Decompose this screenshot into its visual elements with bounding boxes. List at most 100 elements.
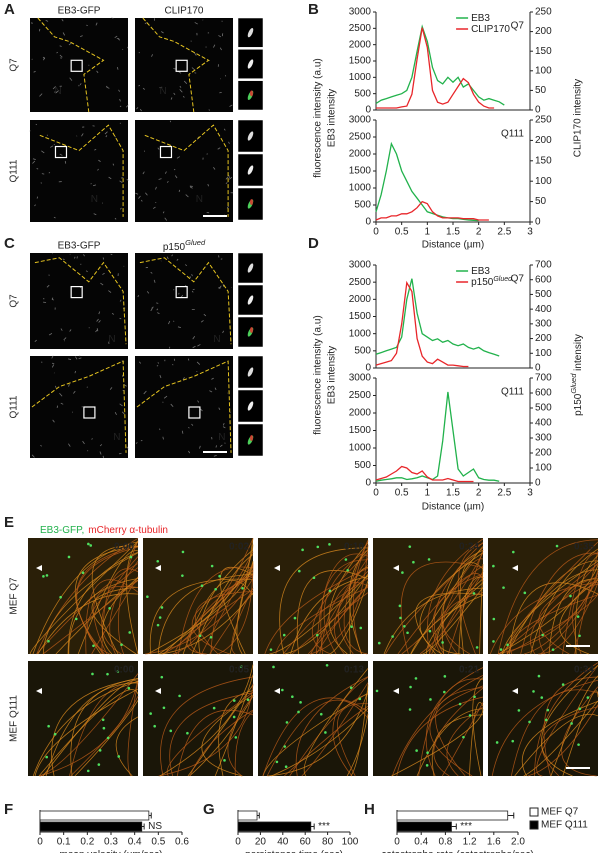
eb3-comet bbox=[210, 564, 214, 568]
microtubule-speck bbox=[96, 318, 99, 322]
y-tick-label: 500 bbox=[354, 200, 371, 211]
cell-outline bbox=[31, 360, 127, 453]
eb3-comet bbox=[544, 718, 548, 722]
microtubule bbox=[572, 583, 599, 655]
microtubule-speck bbox=[135, 442, 138, 444]
crop-signal-red bbox=[250, 435, 253, 441]
significance: *** bbox=[460, 821, 472, 832]
movie-frame bbox=[143, 661, 253, 776]
microtubule-speck bbox=[213, 454, 217, 457]
eb3-comet bbox=[92, 644, 95, 648]
microtubule-speck bbox=[187, 358, 190, 361]
microtubule bbox=[348, 549, 369, 655]
y2-tick-label: 0 bbox=[535, 217, 541, 228]
eb3-comet bbox=[517, 709, 521, 712]
microtubule bbox=[391, 709, 484, 777]
crop-signal bbox=[247, 59, 254, 69]
microtubule-speck bbox=[219, 47, 222, 51]
microtubule-speck bbox=[194, 52, 197, 56]
eb3-comet bbox=[316, 545, 320, 549]
eb3-comet bbox=[246, 698, 250, 702]
microtubule bbox=[42, 680, 139, 777]
microtubule-speck bbox=[119, 122, 121, 124]
micrograph bbox=[135, 356, 233, 458]
microtubule-speck bbox=[159, 86, 163, 89]
microtubule-speck bbox=[225, 182, 228, 184]
y-tick-label: 1500 bbox=[349, 56, 372, 67]
x-axis-title: catastrophe rate (catastrophe/sec) bbox=[381, 850, 533, 853]
micrograph bbox=[135, 120, 233, 222]
microtubule-speck bbox=[109, 387, 113, 390]
x-tick-label: 0.4 bbox=[414, 837, 428, 848]
microtubule-speck bbox=[191, 290, 194, 293]
legend-label: EB3 bbox=[471, 266, 490, 277]
microtubule-speck bbox=[116, 66, 119, 70]
eb3-comet bbox=[324, 731, 327, 734]
bar bbox=[237, 821, 312, 832]
eb3-comet bbox=[45, 755, 48, 759]
microtubule-speck bbox=[178, 189, 181, 192]
arrowhead bbox=[36, 688, 42, 694]
microtubule bbox=[279, 547, 369, 655]
microtubule-speck bbox=[34, 204, 36, 207]
eb3-comet bbox=[425, 764, 429, 767]
eb3-comet bbox=[218, 574, 221, 578]
microtubule bbox=[443, 592, 484, 655]
microtubule-speck bbox=[73, 390, 76, 394]
microtubule bbox=[39, 679, 139, 777]
microtubule-speck bbox=[200, 320, 204, 323]
nucleus-label: N bbox=[213, 334, 220, 345]
microtubule bbox=[527, 704, 599, 777]
microtubule-speck bbox=[191, 67, 195, 71]
x-tick-label: 100 bbox=[342, 837, 359, 848]
microtubule bbox=[115, 716, 139, 777]
eb3-comet bbox=[441, 641, 444, 644]
microtubule bbox=[534, 662, 599, 777]
microtubule-speck bbox=[182, 377, 185, 381]
significance: *** bbox=[318, 821, 330, 832]
eb3-comet bbox=[178, 694, 181, 698]
eb3-comet bbox=[106, 672, 109, 676]
crop-signal bbox=[247, 28, 254, 38]
bar bbox=[39, 810, 150, 821]
eb3-comet bbox=[391, 635, 394, 638]
microtubule bbox=[295, 676, 369, 777]
microtubule bbox=[491, 679, 599, 777]
eb3-comet bbox=[502, 586, 505, 589]
microtubule-speck bbox=[228, 141, 230, 144]
eb3-comet bbox=[472, 592, 476, 595]
data-line bbox=[375, 200, 489, 221]
microtubule bbox=[383, 587, 484, 655]
nucleus-label: N bbox=[108, 334, 115, 345]
eb3-comet bbox=[67, 555, 71, 559]
microtubule-speck bbox=[43, 57, 46, 61]
x-tick-label: 3 bbox=[527, 227, 533, 238]
eb3-comet bbox=[160, 675, 164, 679]
microtubule-speck bbox=[78, 357, 82, 359]
eb3-comet bbox=[181, 550, 185, 554]
eb3-comet bbox=[570, 722, 573, 725]
microtubule bbox=[189, 709, 254, 777]
x-axis-title: Distance (µm) bbox=[422, 240, 484, 251]
microtubule bbox=[419, 552, 484, 655]
nucleus-label: N bbox=[196, 194, 203, 205]
crop-signal bbox=[247, 165, 254, 175]
eb3-comet bbox=[551, 648, 555, 651]
microtubule bbox=[109, 560, 139, 655]
x-tick-label: 3 bbox=[527, 488, 533, 499]
eb3-comet bbox=[293, 616, 297, 620]
microtubule bbox=[201, 694, 254, 777]
microtubule bbox=[425, 667, 484, 777]
microtubule bbox=[396, 696, 484, 777]
microtubule-speck bbox=[197, 344, 201, 347]
microtubule-speck bbox=[80, 35, 83, 37]
microtubule bbox=[42, 580, 139, 655]
crop-signal-red bbox=[250, 327, 253, 333]
data-line bbox=[375, 24, 505, 106]
microtubule-speck bbox=[104, 131, 108, 135]
microtubule bbox=[160, 676, 254, 777]
movie-frame bbox=[373, 661, 483, 776]
microtubule-speck bbox=[166, 256, 169, 260]
microtubule bbox=[506, 592, 599, 655]
data-line bbox=[375, 280, 469, 368]
